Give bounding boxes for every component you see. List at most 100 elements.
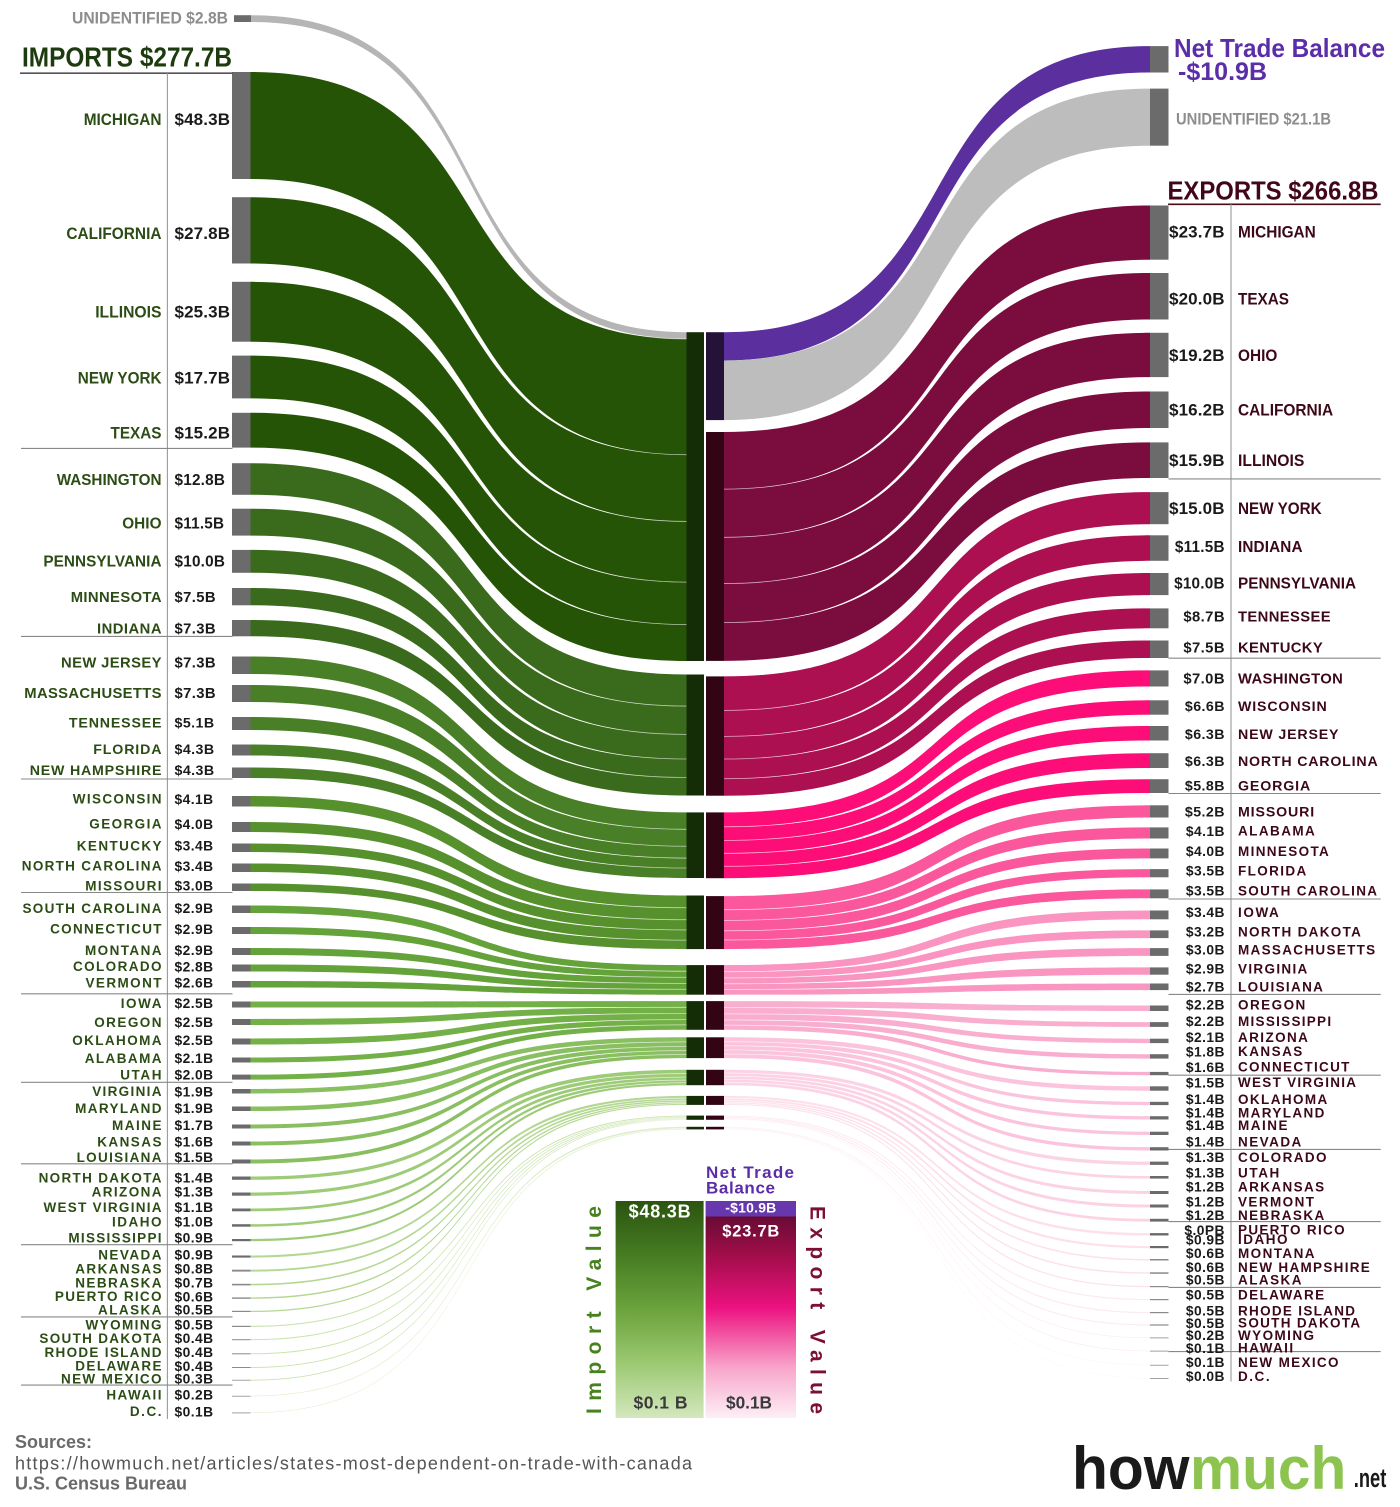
svg-text:KENTUCKY: KENTUCKY (77, 838, 162, 853)
svg-text:NORTH DAKOTA: NORTH DAKOTA (39, 1170, 162, 1185)
svg-text:ARKANSAS: ARKANSAS (75, 1261, 161, 1276)
svg-text:MONTANA: MONTANA (1238, 1246, 1315, 1261)
svg-text:INDIANA: INDIANA (1238, 539, 1303, 556)
svg-text:NEW HAMPSHIRE: NEW HAMPSHIRE (1238, 1260, 1370, 1275)
svg-text:PUERTO RICO: PUERTO RICO (1238, 1223, 1345, 1238)
svg-text:$0.8B: $0.8B (175, 1262, 214, 1277)
svg-text:much: much (1190, 1435, 1346, 1502)
svg-text:$3.5B: $3.5B (1186, 864, 1225, 879)
svg-text:ARIZONA: ARIZONA (1238, 1030, 1308, 1045)
svg-text:how: how (1072, 1435, 1190, 1502)
svg-text:$1.7B: $1.7B (175, 1118, 214, 1133)
svg-text:$1.1B: $1.1B (175, 1200, 214, 1215)
svg-text:DELAWARE: DELAWARE (1238, 1288, 1324, 1303)
svg-text:Net Trade: Net Trade (706, 1163, 794, 1182)
svg-text:ARKANSAS: ARKANSAS (1238, 1179, 1324, 1194)
svg-text:NEW JERSEY: NEW JERSEY (1238, 727, 1339, 743)
svg-text:$7.3B: $7.3B (175, 686, 216, 702)
svg-text:MINNESOTA: MINNESOTA (1238, 844, 1329, 859)
svg-text:WASHINGTON: WASHINGTON (57, 472, 162, 489)
svg-text:.net: .net (1354, 1463, 1387, 1493)
svg-text:$0.1B: $0.1B (1186, 1355, 1225, 1370)
svg-text:$0.5B: $0.5B (175, 1303, 214, 1318)
svg-text:https://howmuch.net/articles/s: https://howmuch.net/articles/states-most… (15, 1454, 693, 1474)
svg-text:$3.4B: $3.4B (175, 838, 214, 853)
svg-text:DELAWARE: DELAWARE (75, 1359, 161, 1374)
svg-text:$0.5B: $0.5B (1186, 1288, 1225, 1303)
svg-text:CONNECTICUT: CONNECTICUT (50, 922, 162, 937)
svg-text:WYOMING: WYOMING (1238, 1328, 1314, 1343)
svg-text:TENNESSEE: TENNESSEE (69, 716, 162, 732)
svg-text:$4.0B: $4.0B (175, 817, 214, 832)
svg-text:PUERTO RICO: PUERTO RICO (55, 1289, 162, 1304)
svg-text:$3.0B: $3.0B (175, 878, 214, 893)
svg-text:ALABAMA: ALABAMA (85, 1051, 162, 1066)
svg-text:OHIO: OHIO (1238, 346, 1277, 365)
svg-text:$25.3B: $25.3B (175, 303, 231, 322)
svg-text:TEXAS: TEXAS (111, 424, 162, 443)
svg-text:FLORIDA: FLORIDA (93, 742, 161, 758)
svg-text:$3.4B: $3.4B (175, 859, 214, 874)
svg-text:UTAH: UTAH (120, 1067, 161, 1082)
svg-text:WASHINGTON: WASHINGTON (1238, 671, 1343, 687)
svg-text:$1.4B: $1.4B (1186, 1105, 1225, 1120)
svg-text:$0.9B: $0.9B (175, 1231, 214, 1246)
svg-text:$15.9B: $15.9B (1169, 451, 1225, 470)
svg-text:$0.5B: $0.5B (1186, 1304, 1225, 1319)
svg-text:KANSAS: KANSAS (97, 1134, 161, 1149)
svg-text:GEORGIA: GEORGIA (1238, 779, 1310, 795)
svg-text:OKLAHOMA: OKLAHOMA (72, 1033, 162, 1048)
svg-text:PENNSYLVANIA: PENNSYLVANIA (43, 554, 161, 571)
svg-text:$6.6B: $6.6B (1185, 699, 1225, 715)
svg-text:$48.3B: $48.3B (175, 110, 231, 129)
svg-text:$2.9B: $2.9B (175, 943, 214, 958)
svg-text:UNIDENTIFIED $2.8B: UNIDENTIFIED $2.8B (72, 10, 228, 28)
svg-text:$1.3B: $1.3B (175, 1185, 214, 1200)
svg-text:$0.0B: $0.0B (1186, 1369, 1225, 1384)
svg-text:NORTH DAKOTA: NORTH DAKOTA (1238, 924, 1361, 939)
svg-text:WISCONSIN: WISCONSIN (73, 792, 162, 807)
svg-text:KANSAS: KANSAS (1238, 1044, 1302, 1059)
svg-text:$4.1B: $4.1B (175, 792, 214, 807)
svg-text:D.C.: D.C. (1238, 1369, 1270, 1384)
svg-text:$1.9B: $1.9B (175, 1084, 214, 1099)
svg-text:VIRGINIA: VIRGINIA (92, 1084, 162, 1099)
svg-text:CALIFORNIA: CALIFORNIA (66, 224, 161, 243)
svg-text:$1.5B: $1.5B (1186, 1075, 1225, 1090)
svg-text:$7.0B: $7.0B (1183, 671, 1224, 687)
svg-text:$7.3B: $7.3B (175, 621, 216, 637)
svg-text:$4.0B: $4.0B (1186, 844, 1225, 859)
svg-text:LOUISIANA: LOUISIANA (1238, 979, 1323, 994)
svg-text:$1.5B: $1.5B (175, 1150, 214, 1165)
svg-text:$2.5B: $2.5B (175, 996, 214, 1011)
svg-text:MISSISSIPPI: MISSISSIPPI (1238, 1014, 1331, 1029)
svg-text:Net Trade Balance: Net Trade Balance (1174, 33, 1385, 63)
svg-text:$19.2B: $19.2B (1169, 346, 1225, 365)
svg-text:INDIANA: INDIANA (97, 621, 162, 637)
svg-text:$15.0B: $15.0B (1169, 499, 1225, 518)
svg-text:IMPORTS $277.7B: IMPORTS $277.7B (22, 42, 232, 73)
svg-text:TEXAS: TEXAS (1238, 290, 1289, 309)
svg-text:$2.1B: $2.1B (1186, 1030, 1225, 1045)
svg-text:$3.0B: $3.0B (1186, 943, 1225, 958)
svg-text:-$10.9B: -$10.9B (725, 1199, 776, 1215)
svg-text:$0.1B: $0.1B (175, 1404, 214, 1419)
svg-text:$1.4B: $1.4B (1186, 1092, 1225, 1107)
svg-text:MICHIGAN: MICHIGAN (1238, 223, 1316, 242)
svg-text:$7.5B: $7.5B (1183, 640, 1224, 656)
svg-text:ILLINOIS: ILLINOIS (95, 303, 161, 322)
svg-text:$0.5B: $0.5B (1186, 1316, 1225, 1331)
svg-text:D.C.: D.C. (130, 1404, 162, 1419)
svg-text:UNIDENTIFIED $21.1B: UNIDENTIFIED $21.1B (1176, 111, 1331, 129)
svg-text:VIRGINIA: VIRGINIA (1238, 962, 1308, 977)
svg-text:MISSOURI: MISSOURI (1238, 804, 1314, 820)
svg-text:MASSACHUSETTS: MASSACHUSETTS (1238, 943, 1375, 958)
svg-text:-$10.9B: -$10.9B (1178, 58, 1267, 86)
svg-text:NEVADA: NEVADA (1238, 1134, 1302, 1149)
svg-text:VERMONT: VERMONT (1238, 1195, 1315, 1210)
svg-text:$17.7B: $17.7B (175, 369, 231, 388)
svg-text:$2.2B: $2.2B (1186, 997, 1225, 1012)
svg-text:$0.6B: $0.6B (1186, 1246, 1225, 1261)
svg-text:Balance: Balance (706, 1179, 775, 1198)
svg-text:$0.1B: $0.1B (1186, 1341, 1225, 1356)
